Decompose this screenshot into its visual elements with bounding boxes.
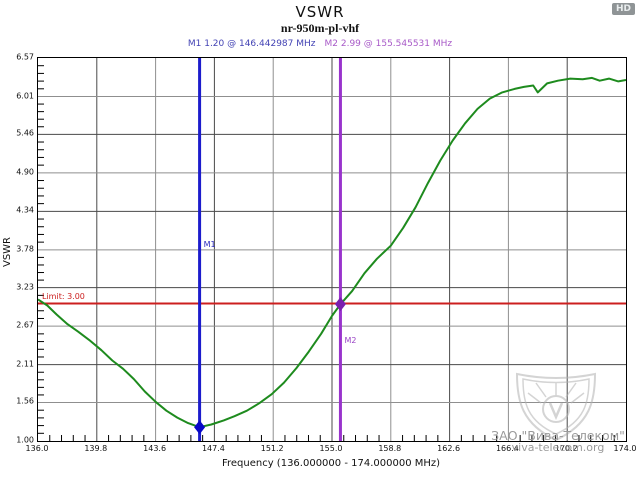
x-tick-label: 143.6 [143,444,167,453]
x-tick-label: 158.8 [378,444,402,453]
marker-flag-m1: M1 [203,240,216,250]
vswr-curve [38,76,626,429]
y-tick-label: 6.57 [16,52,34,62]
x-tick-label: 151.2 [260,444,284,453]
marker1-readout: M1 1.20 @ 146.442987 MHz [187,39,316,49]
y-tick-label: 5.46 [16,128,34,138]
y-tick-label: 6.01 [16,91,34,100]
x-tick-label: 162.6 [437,444,461,453]
chart-canvas [38,58,626,441]
marker-diamond-m2[interactable] [334,297,346,312]
x-tick-label: 166.4 [495,444,519,453]
marker-diamond-m1[interactable] [194,420,206,435]
marker-flag-m2: M2 [344,336,357,346]
watermark: ЗАО "Вива-Телеком" viva-telecom.org [468,429,640,454]
y-tick-label: 4.90 [16,167,34,177]
page-title: VSWR [295,3,345,21]
x-tick-label: 174.0 [613,444,637,453]
y-tick-label: 3.23 [16,282,34,292]
plot-area: Limit: 3.00 M1 M2 [37,57,627,442]
chart-subtitle: nr-950m-pl-vhf [280,21,360,35]
shield-logo-icon [515,372,597,442]
marker2-readout: M2 2.99 @ 155.545531 MHz [324,39,453,49]
y-tick-label: 4.34 [16,205,34,215]
x-tick-label: 155.0 [319,444,343,453]
watermark-url: viva-telecom.org [511,441,605,455]
y-tick-label: 1.56 [16,396,34,406]
y-tick-label: 1.00 [16,435,34,445]
x-tick-label: 147.4 [201,444,225,453]
y-tick-label: 3.78 [16,244,34,254]
marker-readout: M1 1.20 @ 146.442987 MHz M2 2.99 @ 155.5… [0,39,640,49]
y-tick-label: 2.11 [16,359,34,369]
x-tick-label: 170.2 [554,444,578,453]
y-tick-label: 2.67 [16,320,34,330]
x-tick-label: 136.0 [25,444,49,453]
x-axis-title: Frequency (136.000000 - 174.000000 MHz) [221,458,441,469]
watermark-company: ЗАО "Вива-Телеком" [491,428,625,443]
x-tick-label: 139.8 [84,444,108,453]
hd-quality-badge: HD [611,3,635,15]
limit-label: Limit: 3.00 [42,292,85,302]
